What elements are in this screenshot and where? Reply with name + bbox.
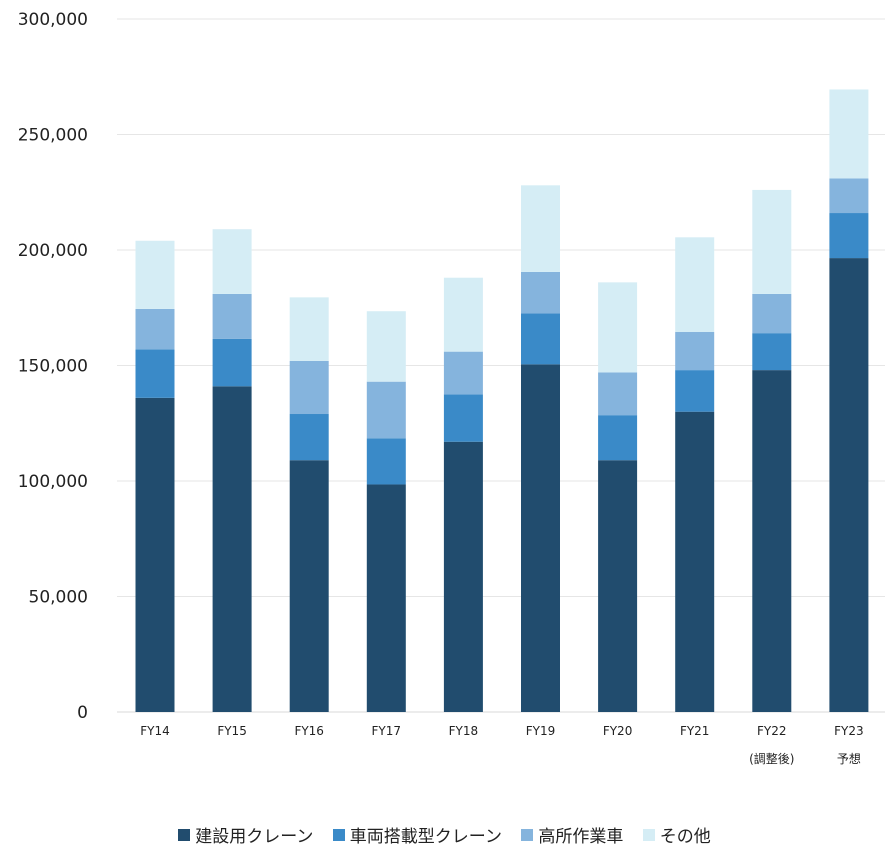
bar-segment (443, 351, 483, 395)
x-tick-label: FY23 (834, 724, 864, 738)
bar-segment (212, 338, 252, 387)
y-axis-tick-labels: 0 50,000 100,000 150,000 200,000 250,000 300,0… (18, 10, 88, 723)
x-tick-label: FY20 (603, 724, 633, 738)
legend-item: 高所作業車 (521, 822, 623, 847)
legend-item: 建設用クレーン (178, 822, 313, 847)
bar-segment (598, 460, 638, 712)
bar-segment (829, 178, 869, 214)
bar-segment (752, 189, 792, 294)
bar-segment (443, 441, 483, 712)
bar-segment (521, 364, 560, 712)
bar-segment (752, 370, 792, 712)
bar-segment (366, 381, 406, 439)
y-tick-label: 50,000 (29, 588, 88, 608)
bar-segment (289, 460, 329, 712)
bar-segment (675, 370, 715, 412)
legend-label: 高所作業車 (538, 827, 624, 847)
y-tick-label: 0 (77, 703, 88, 723)
bar-segment (598, 415, 638, 461)
bar-segment (521, 313, 560, 365)
legend-swatch (332, 828, 345, 841)
legend-item: 車両搭載型クレーン (332, 822, 502, 847)
x-axis-tick-labels: FY14 FY15 FY16 FY17 FY18 FY19 FY20 FY21 FY22 (調整後… (140, 724, 863, 766)
bar-segment (829, 89, 869, 179)
bar-segment (212, 293, 252, 339)
bars (135, 89, 869, 712)
bar-segment (135, 240, 175, 309)
y-tick-label: 200,000 (18, 241, 88, 261)
legend-swatch (178, 828, 191, 841)
bar-segment (289, 297, 329, 361)
bar-segment (366, 311, 406, 382)
bar-segment (135, 308, 175, 350)
legend-label: その他 (659, 827, 711, 847)
x-tick-label: FY18 (449, 724, 479, 738)
x-tick-label: FY19 (526, 724, 556, 738)
legend: 建設用クレーン 車両搭載型クレーン 高所作業車 その他 (0, 822, 889, 847)
x-tick-label: FY16 (294, 724, 324, 738)
legend-swatch (521, 828, 534, 841)
bar-segment (752, 333, 792, 371)
bar-segment (366, 484, 406, 712)
bar-segment (443, 394, 483, 442)
bar-segment (675, 411, 715, 712)
bar-segment (289, 414, 329, 461)
x-tick-label: FY22 (757, 724, 787, 738)
bar-segment (443, 277, 483, 352)
legend-swatch (642, 828, 655, 841)
legend-item: その他 (642, 822, 711, 847)
x-tick-label: FY17 (372, 724, 402, 738)
y-tick-label: 250,000 (18, 126, 88, 146)
bar-segment (675, 332, 715, 371)
bar-segment (135, 397, 175, 712)
bar-segment (521, 271, 560, 314)
bar-segment (212, 229, 252, 294)
x-tick-label: 予想 (837, 751, 861, 766)
bar-segment (829, 258, 869, 712)
bar-segment (598, 282, 638, 373)
y-tick-label: 100,000 (18, 472, 88, 492)
legend-label: 建設用クレーン (195, 827, 314, 847)
bar-segment (212, 386, 252, 712)
bar-segment (366, 438, 406, 485)
bar-segment (829, 213, 869, 259)
bar-segment (752, 293, 792, 334)
x-tick-label: FY14 (140, 724, 170, 738)
y-tick-label: 300,000 (18, 10, 88, 30)
x-tick-label: FY15 (217, 724, 247, 738)
bar-segment (289, 360, 329, 415)
y-tick-label: 150,000 (18, 357, 88, 377)
x-tick-label: (調整後) (749, 751, 794, 766)
legend-label: 車両搭載型クレーン (349, 827, 502, 847)
bar-segment (135, 349, 175, 398)
bar-segment (675, 237, 715, 333)
bar-segment (598, 372, 638, 416)
x-tick-label: FY21 (680, 724, 710, 738)
bar-segment (521, 185, 560, 272)
stacked-bar-chart: 0 50,000 100,000 150,000 200,000 250,000 300,0… (18, 10, 885, 766)
